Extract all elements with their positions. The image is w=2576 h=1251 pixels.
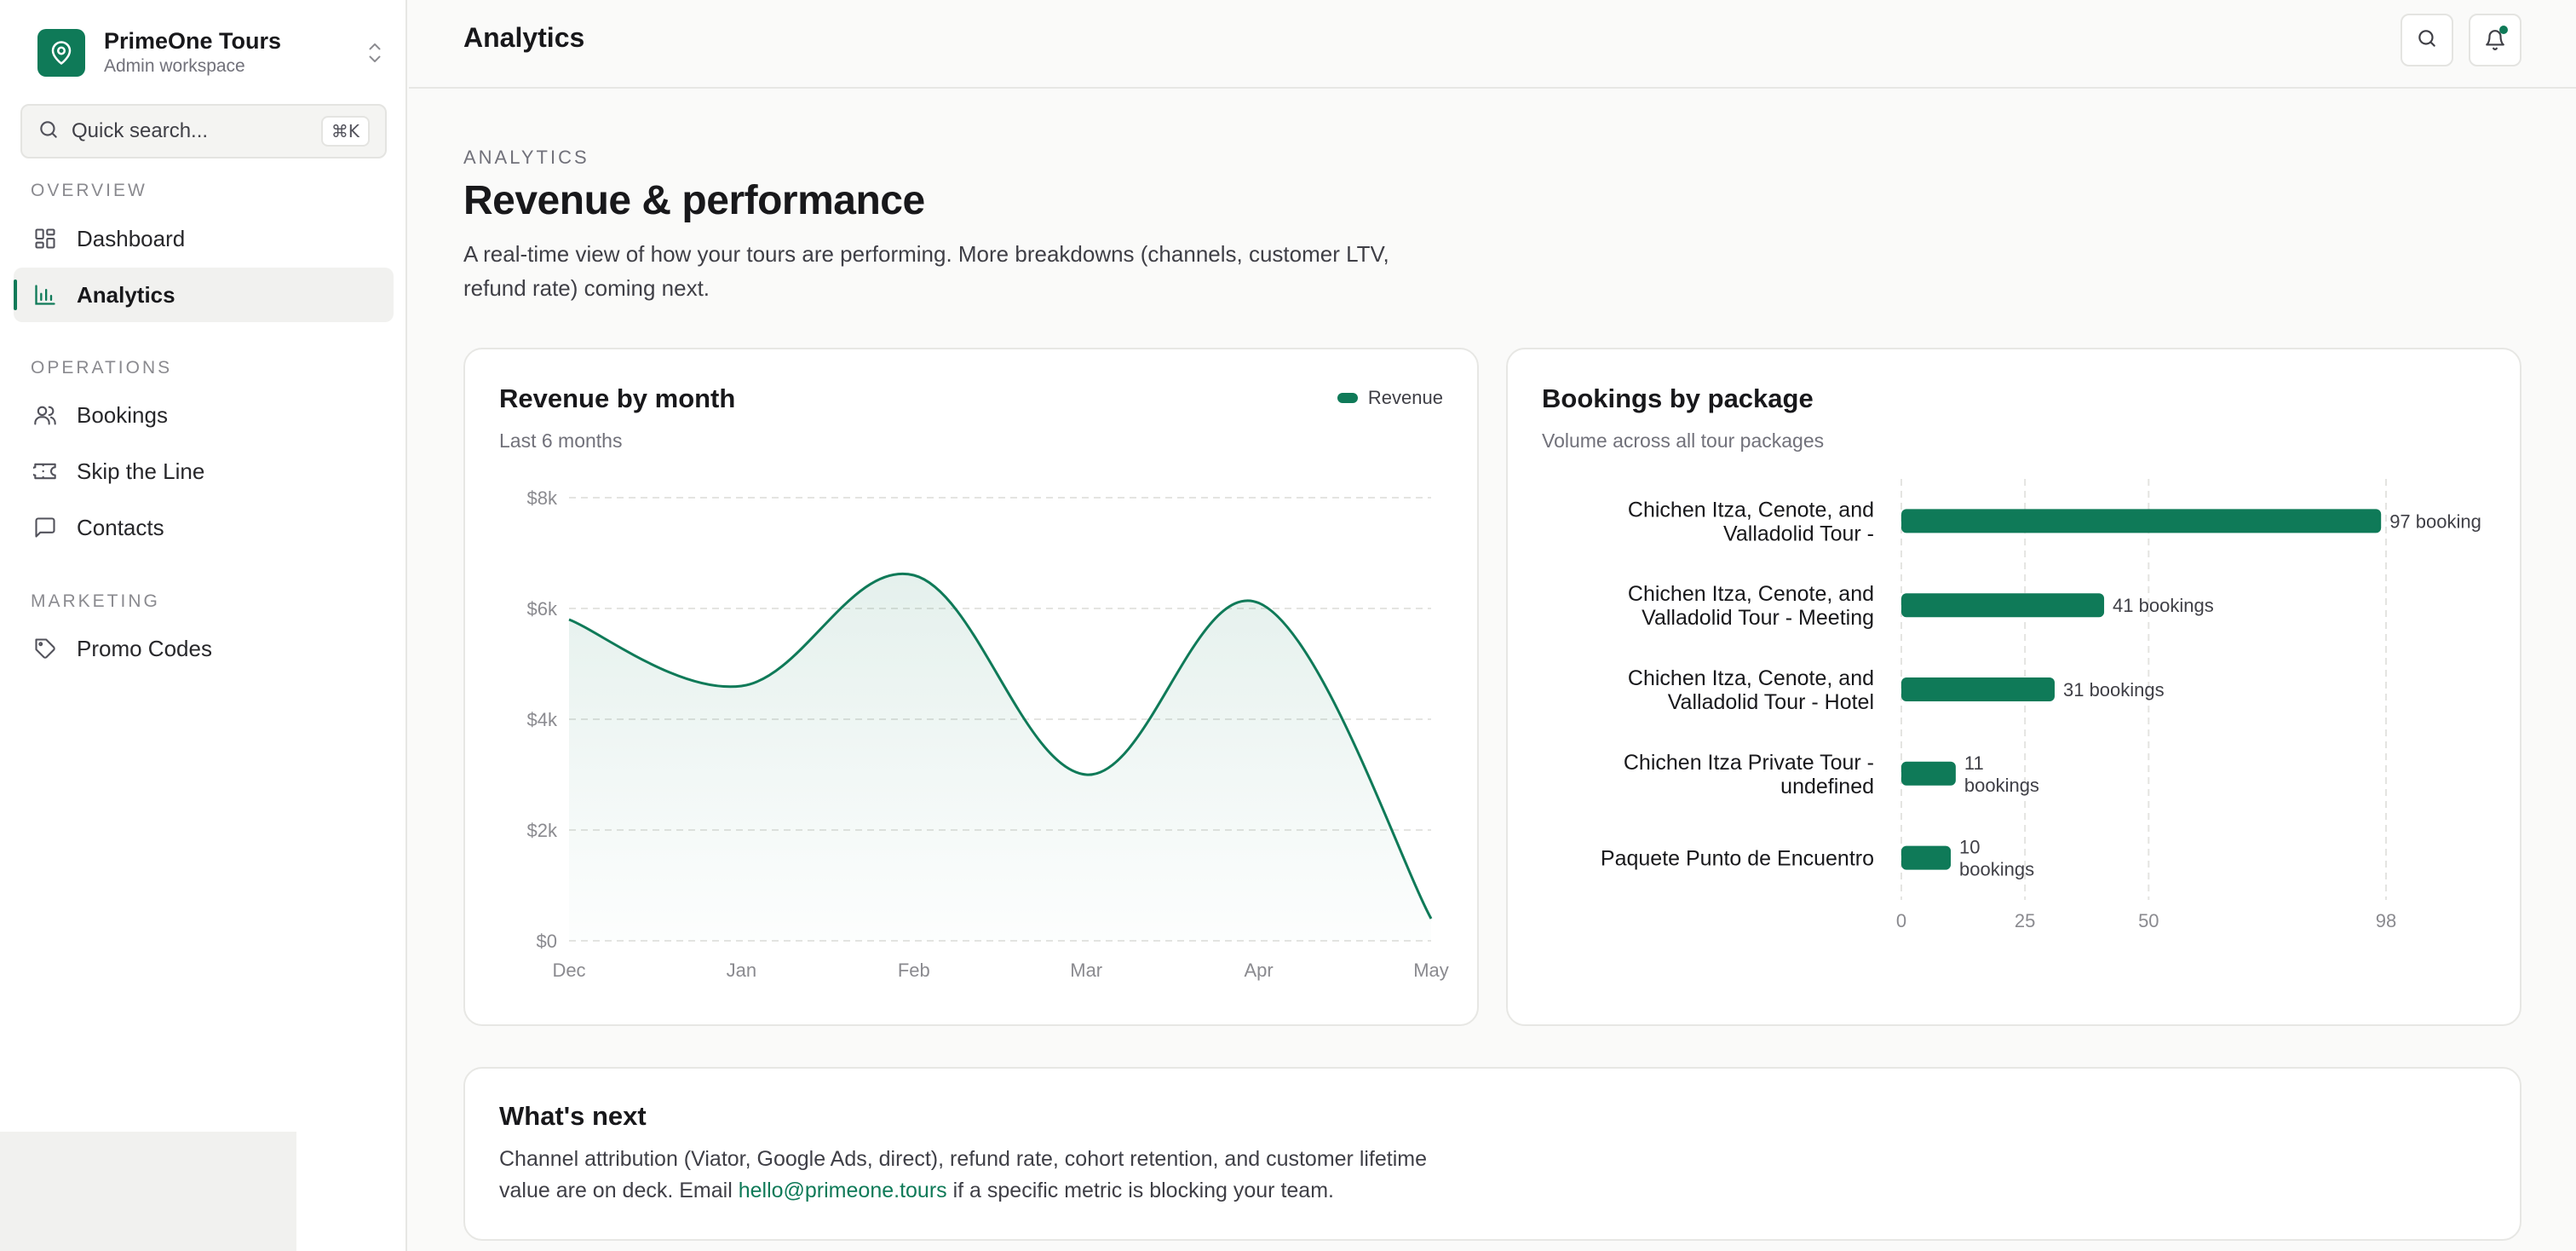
search-button[interactable]: [2401, 14, 2453, 66]
legend-label: Revenue: [1367, 387, 1443, 408]
category-label: Chichen Itza, Cenote, and: [1628, 498, 1874, 522]
category-label: Valladolid Tour - Meeting: [1642, 606, 1874, 630]
sidebar-item-dashboard[interactable]: Dashboard: [14, 211, 394, 266]
brand-subtitle: Admin workspace: [104, 56, 245, 76]
category-label: Chichen Itza, Cenote, and: [1628, 666, 1874, 690]
section-title-marketing: MARKETING: [31, 591, 160, 611]
card-title: Revenue by month: [499, 383, 736, 413]
whats-next-body: Channel attribution (Viator, Google Ads,…: [499, 1144, 1470, 1207]
value-label: 97 booking: [2389, 510, 2481, 532]
sidebar-item-promo-codes[interactable]: Promo Codes: [14, 621, 394, 676]
quick-search[interactable]: Quick search... ⌘K: [20, 104, 387, 159]
page-description: A real-time view of how your tours are p…: [463, 241, 1389, 301]
sidebar-footer: [0, 1132, 296, 1251]
message-square-icon: [31, 513, 60, 542]
revenue-area-chart: $0 $2k $4k $6k $8k Dec Jan Feb Mar Apr May: [527, 487, 1449, 981]
search-icon: [37, 118, 60, 145]
users-icon: [31, 401, 60, 429]
chevrons-up-down-icon[interactable]: [361, 36, 388, 70]
x-tick-label: 25: [2015, 910, 2035, 931]
topbar: Analytics: [409, 0, 2576, 89]
x-tick-label: 0: [1896, 910, 1906, 931]
bookings-card: Bookings by package Volume across all to…: [1506, 348, 2521, 1026]
dashboard-grid-icon: [31, 224, 60, 253]
contact-email-link[interactable]: hello@primeone.tours: [738, 1179, 947, 1202]
y-tick-label: $8k: [527, 487, 558, 509]
sidebar-item-contacts[interactable]: Contacts: [14, 500, 394, 555]
card-title: What's next: [499, 1101, 647, 1131]
x-tick-label: Feb: [898, 960, 930, 981]
map-pin-logo-icon: [37, 29, 85, 77]
sidebar-item-label: Analytics: [77, 281, 175, 308]
revenue-card: Revenue by month Last 6 months Revenue $…: [463, 348, 1479, 1026]
category-label: Valladolid Tour - Hotel: [1668, 690, 1874, 714]
category-label: Chichen Itza, Cenote, and: [1628, 582, 1874, 606]
topbar-title: Analytics: [463, 22, 585, 53]
notifications-button[interactable]: [2469, 14, 2521, 66]
sidebar-item-analytics[interactable]: Analytics: [14, 268, 394, 322]
chart-legend: Revenue: [1337, 387, 1443, 409]
y-tick-label: $6k: [527, 598, 558, 620]
y-tick-label: $2k: [527, 820, 558, 841]
legend-swatch: [1337, 393, 1358, 403]
value-label: 11: [1964, 752, 1984, 774]
category-label: Paquete Punto de Encuentro: [1601, 847, 1874, 871]
sidebar-item-label: Skip the Line: [77, 458, 205, 484]
category-label: Chichen Itza Private Tour -: [1624, 751, 1874, 775]
whats-next-text: Channel attribution (Viator, Google Ads,…: [499, 1147, 1428, 1202]
booking-bar: [1901, 677, 2055, 701]
sidebar-item-label: Promo Codes: [77, 635, 212, 661]
sidebar-item-label: Contacts: [77, 514, 164, 540]
y-tick-label: $0: [537, 931, 557, 952]
card-title: Bookings by package: [1542, 383, 1814, 413]
value-label: 41 bookings: [2113, 595, 2214, 616]
y-tick-label: $4k: [527, 709, 558, 730]
shortcut-badge: ⌘K: [320, 116, 370, 147]
ticket-icon: [31, 457, 60, 486]
x-tick-label: 98: [2376, 910, 2396, 931]
x-tick-label: Apr: [1244, 960, 1273, 981]
x-tick-label: May: [1413, 960, 1449, 981]
booking-bar: [1901, 845, 1952, 870]
booking-bar: [1901, 593, 2105, 618]
sidebar-item-bookings[interactable]: Bookings: [14, 388, 394, 442]
x-tick-label: Dec: [552, 960, 585, 981]
bell-icon: [2484, 26, 2508, 51]
card-subtitle: Volume across all tour packages: [1542, 429, 1825, 452]
search-icon: [2416, 27, 2438, 54]
booking-bar: [1901, 761, 1956, 786]
whats-next-card: What's next Channel attribution (Viator,…: [463, 1067, 2521, 1241]
sidebar-item-label: Bookings: [77, 401, 168, 428]
value-label: bookings: [1964, 775, 2039, 796]
bar-chart-icon: [31, 280, 60, 309]
sidebar: PrimeOne Tours Admin workspace Quick sea…: [0, 0, 407, 1251]
workspace-switcher[interactable]: PrimeOne Tours Admin workspace: [37, 26, 388, 80]
quick-search-label: Quick search...: [72, 119, 209, 142]
whats-next-text-end: if a specific metric is blocking your te…: [946, 1179, 1334, 1202]
page-eyebrow: ANALYTICS: [463, 147, 589, 168]
value-label: bookings: [1959, 859, 2034, 880]
brand-name: PrimeOne Tours: [104, 28, 282, 54]
x-tick-label: 50: [2138, 910, 2159, 931]
value-label: 31 bookings: [2063, 679, 2165, 700]
x-tick-label: Mar: [1070, 960, 1102, 981]
value-label: 10: [1959, 837, 1980, 858]
sidebar-item-label: Dashboard: [77, 225, 186, 251]
tag-icon: [31, 634, 60, 663]
card-subtitle: Last 6 months: [499, 429, 623, 452]
sidebar-item-skip-the-line[interactable]: Skip the Line: [14, 444, 394, 499]
page-title: Revenue & performance: [463, 178, 925, 223]
x-tick-label: Jan: [727, 960, 756, 981]
revenue-area-fill: [569, 574, 1431, 941]
booking-bar: [1901, 509, 2382, 533]
section-title-overview: OVERVIEW: [31, 181, 147, 200]
section-title-operations: OPERATIONS: [31, 358, 173, 378]
notification-dot: [2499, 26, 2508, 34]
category-label: Valladolid Tour -: [1723, 522, 1874, 545]
category-label: undefined: [1780, 775, 1874, 798]
